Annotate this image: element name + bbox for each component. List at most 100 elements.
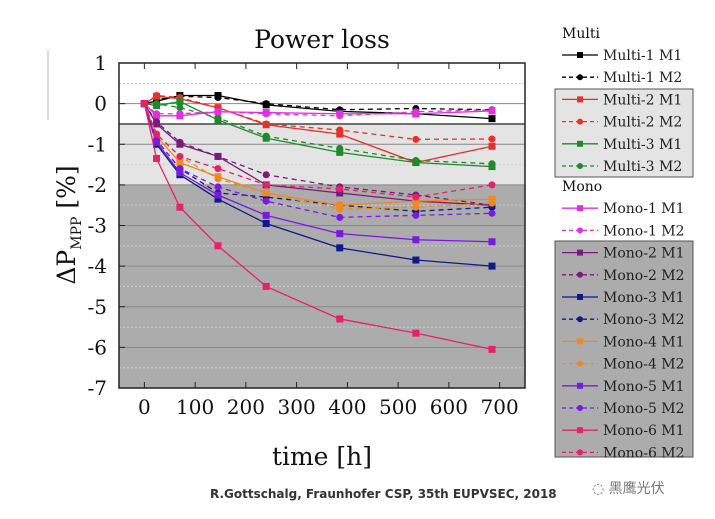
x-tick-label: 700 [481, 395, 519, 419]
background-band [119, 184, 525, 388]
data-point-circle [176, 110, 184, 118]
data-point-square [412, 256, 420, 264]
data-point-circle [336, 112, 344, 120]
background-band [119, 123, 525, 185]
data-point-square [577, 382, 583, 389]
series-line-multi-2-m2 [144, 94, 493, 141]
data-point-square [336, 230, 344, 238]
legend-entry: Multi-3 M1 [603, 137, 682, 153]
y-tick-label: -2 [88, 173, 107, 197]
x-tick-label: 100 [176, 395, 214, 419]
data-point-circle [214, 114, 222, 122]
legend-entry: Multi-1 M1 [603, 48, 682, 64]
data-point-circle [577, 118, 583, 125]
data-point-square [176, 203, 184, 211]
series-line-mono-3-m2 [143, 103, 493, 212]
x-tick-label: 400 [328, 395, 366, 419]
data-point-circle [412, 157, 420, 164]
legend-entry: Multi-2 M1 [603, 92, 682, 108]
data-point-square [336, 148, 344, 156]
data-point-square [577, 427, 583, 434]
data-point-square [577, 205, 583, 212]
data-point-square [488, 262, 496, 270]
data-point-square [412, 197, 420, 205]
data-point-circle [214, 175, 222, 183]
y-tick-label: -1 [88, 132, 107, 156]
legend-entry: Mono-2 M2 [603, 268, 685, 284]
legend-entry: Mono-3 M2 [603, 312, 685, 328]
data-point-square [336, 189, 344, 197]
data-point-circle [412, 193, 420, 201]
data-point-circle [262, 181, 270, 189]
data-point-circle [488, 160, 496, 168]
data-point-circle [577, 227, 583, 234]
y-tick-label: -5 [88, 295, 107, 319]
data-point-square [214, 195, 222, 203]
legend-entry: Mono-2 M1 [603, 246, 685, 262]
series-line-mono-1-m2 [143, 103, 493, 117]
data-point-circle [488, 106, 496, 114]
x-axis-label: time [h] [272, 442, 372, 471]
data-point-circle [577, 360, 583, 367]
data-point-square [336, 315, 344, 323]
x-tick-label: 0 [138, 395, 151, 419]
legend-entry: Mono-4 M1 [603, 334, 685, 350]
data-point-circle [214, 183, 222, 191]
data-point-square [577, 249, 583, 256]
data-point-square [577, 294, 583, 300]
x-tick-label: 500 [379, 395, 417, 419]
y-tick-label: -7 [88, 376, 107, 400]
data-point-square [577, 338, 583, 345]
data-point-square [412, 329, 420, 337]
y-tick-label: 1 [94, 51, 107, 75]
data-point-square [488, 238, 496, 246]
data-point-circle [412, 203, 420, 211]
data-point-circle [262, 189, 270, 197]
legend-box-multi [554, 88, 694, 178]
data-point-circle [153, 100, 161, 108]
data-point-square [176, 98, 184, 106]
data-point-square [577, 52, 583, 58]
data-point-square [176, 159, 184, 167]
legend-entry: Mono-1 M2 [603, 223, 685, 239]
series-line-mono-2-m1 [143, 103, 493, 206]
data-point-circle [262, 197, 270, 205]
data-point-circle [262, 171, 270, 179]
data-point-circle [176, 165, 184, 173]
data-point-circle [577, 74, 583, 81]
series-line-multi-3-m1 [144, 100, 493, 168]
legend-entry: Multi-2 M2 [603, 115, 682, 131]
watermark: ◌ 黑鹰光伏 [592, 481, 665, 497]
series-line-mono-3-m1 [143, 103, 493, 267]
data-point-circle [577, 163, 583, 169]
data-point-circle [488, 181, 496, 189]
y-tick-label: -4 [88, 254, 107, 278]
data-point-circle [176, 138, 184, 146]
data-point-square [577, 140, 583, 147]
legend-entry: Mono-5 M1 [603, 379, 685, 395]
y-tick-label: -6 [88, 335, 107, 359]
data-point-square [214, 242, 222, 250]
series-line-mono-2-m2 [143, 103, 493, 206]
data-point-circle [176, 104, 184, 112]
data-point-circle [262, 120, 270, 128]
wechat-icon: ◌ [592, 481, 609, 497]
data-point-circle [140, 100, 148, 108]
data-point-circle [153, 92, 161, 99]
data-point-circle [153, 118, 161, 126]
data-point-square [488, 345, 496, 353]
data-point-circle [412, 108, 420, 116]
data-point-circle [214, 152, 222, 160]
series-line-mono-4-m1 [143, 103, 493, 206]
data-point-square [488, 142, 496, 150]
y-axis-label: ΔPMPP [%] [52, 165, 85, 284]
data-point-circle [153, 130, 161, 138]
series-line-mono-5-m2 [143, 103, 493, 219]
data-point-circle [336, 185, 344, 193]
data-point-circle [577, 405, 583, 411]
data-point-square [336, 130, 344, 138]
data-point-circle [577, 316, 583, 323]
data-point-circle [336, 144, 344, 152]
data-point-circle [336, 126, 344, 134]
